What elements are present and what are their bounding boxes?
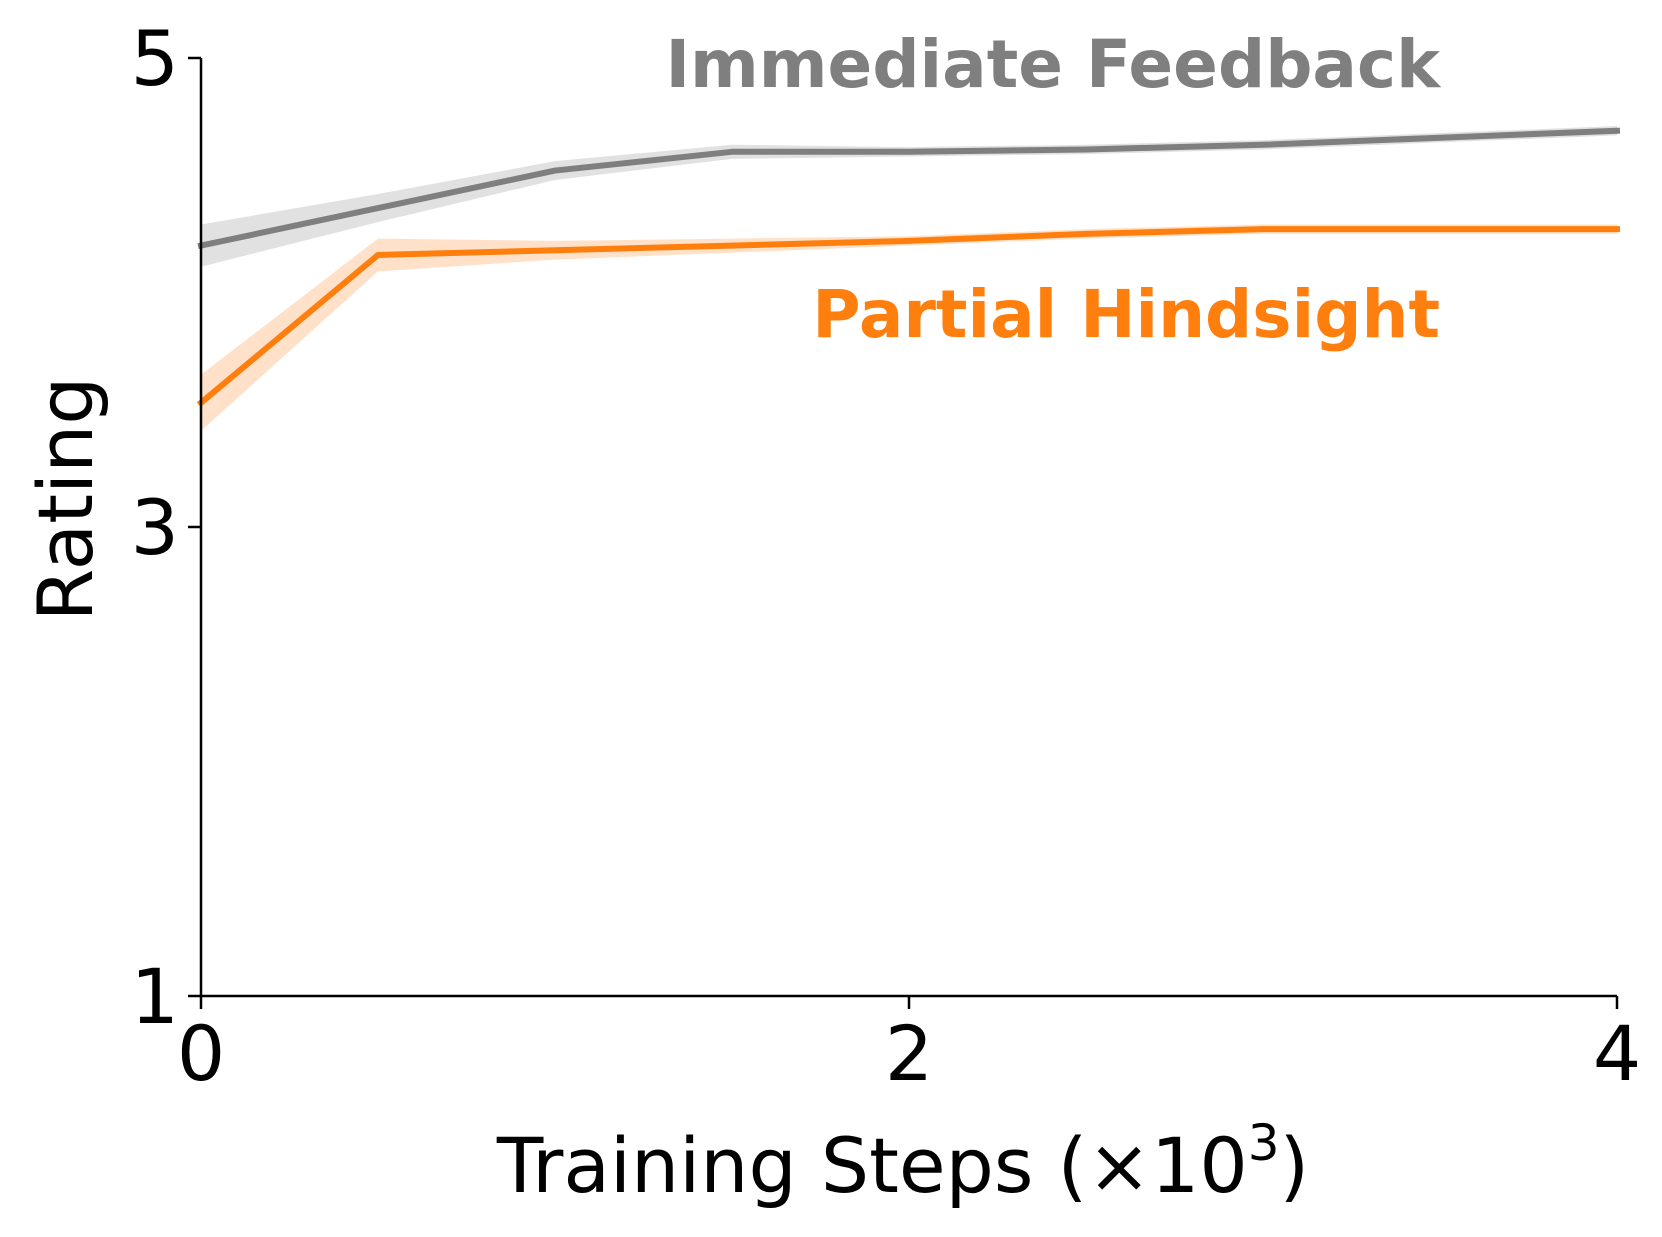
x-axis-label-main: Training Steps (×10 — [496, 1121, 1248, 1210]
ticks: 0 2 4 1 3 5 — [131, 14, 1642, 1098]
series-label-immediate-feedback: Immediate Feedback — [665, 26, 1442, 103]
y-axis-label: Rating — [21, 376, 110, 621]
x-tick-label: 2 — [885, 1009, 933, 1098]
y-tick-label: 3 — [131, 483, 179, 572]
series-labels: Immediate Feedback Partial Hindsight — [665, 26, 1442, 353]
x-tick-label: 4 — [1593, 1009, 1641, 1098]
series-line-partial-hindsight — [196, 226, 1620, 407]
y-tick-label: 5 — [131, 14, 179, 103]
series-line-immediate-feedback — [197, 127, 1621, 250]
x-axis-label: Training Steps (×103) — [496, 1114, 1309, 1210]
x-axis-label-superscript: 3 — [1248, 1114, 1280, 1172]
y-tick-label: 1 — [131, 952, 179, 1041]
series-lines — [196, 127, 1621, 407]
series-label-partial-hindsight: Partial Hindsight — [812, 276, 1440, 353]
x-tick-label: 0 — [177, 1009, 225, 1098]
error-bands — [201, 126, 1617, 431]
error-band-immediate-feedback — [201, 126, 1617, 267]
x-axis-label-close: ) — [1280, 1121, 1310, 1210]
